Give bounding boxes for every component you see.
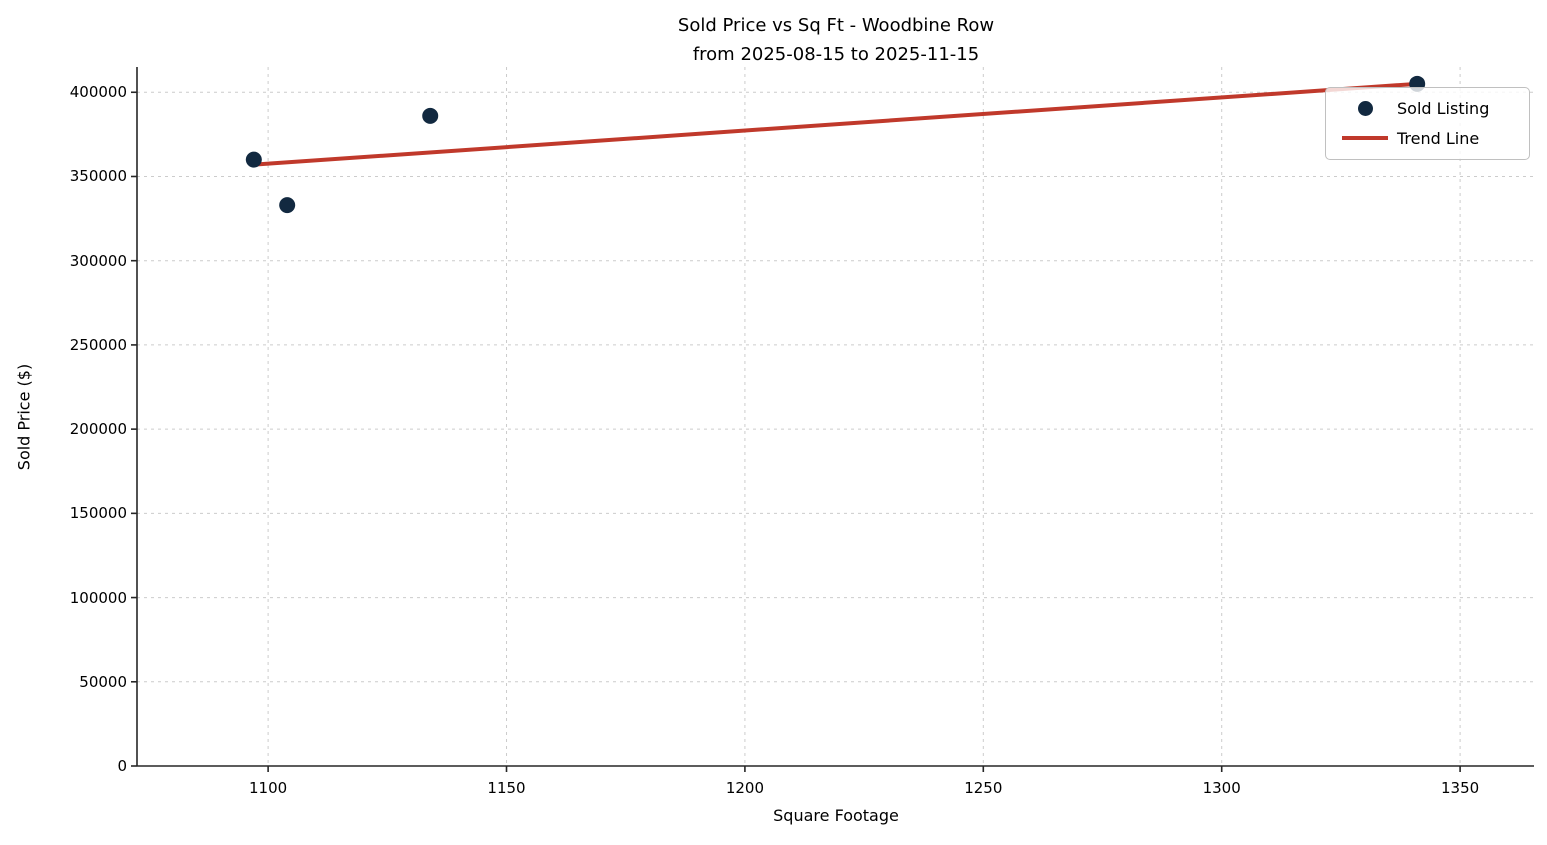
legend-label-trend-line: Trend Line — [1397, 128, 1480, 148]
y-axis-label: Sold Price ($) — [14, 363, 34, 471]
x-tick-label: 1150 — [487, 779, 526, 797]
x-tick-label: 1200 — [725, 779, 764, 797]
legend-label-sold-listing: Sold Listing — [1397, 98, 1490, 118]
sold-listing-dot-icon — [1357, 100, 1373, 116]
y-tick-label: 400000 — [69, 83, 127, 102]
y-tick-label: 200000 — [69, 420, 127, 439]
legend-swatch-area — [1342, 136, 1388, 140]
legend-item-sold-listing: Sold Listing — [1326, 93, 1529, 123]
chart-title-line1: Sold Price vs Sq Ft - Woodbine Row — [677, 15, 995, 36]
scatter-point — [422, 107, 439, 124]
x-tick-label: 1350 — [1441, 779, 1480, 797]
legend: Sold Listing Trend Line — [1325, 87, 1530, 160]
y-tick-label: 350000 — [69, 167, 127, 186]
y-tick-label: 0 — [117, 757, 127, 775]
y-tick-label: 100000 — [69, 588, 127, 607]
legend-swatch-area — [1342, 100, 1388, 116]
x-tick-label: 1300 — [1202, 779, 1241, 797]
y-tick-label: 50000 — [79, 672, 127, 691]
scatter-point — [279, 197, 296, 214]
y-tick-label: 150000 — [69, 504, 127, 523]
x-tick-label: 1100 — [249, 779, 288, 797]
y-tick-label: 300000 — [69, 251, 127, 270]
trend-line-swatch-icon — [1342, 136, 1388, 140]
x-tick-label: 1250 — [964, 779, 1003, 797]
trend-line — [253, 81, 1418, 167]
y-tick-label: 250000 — [69, 335, 127, 354]
scatter-point — [245, 151, 262, 168]
chart-title: Sold Price vs Sq Ft - Woodbine Row from … — [678, 11, 994, 69]
chart-title-line2: from 2025-08-15 to 2025-11-15 — [692, 44, 980, 65]
x-axis-label: Square Footage — [773, 806, 899, 825]
legend-item-trend-line: Trend Line — [1326, 123, 1529, 153]
